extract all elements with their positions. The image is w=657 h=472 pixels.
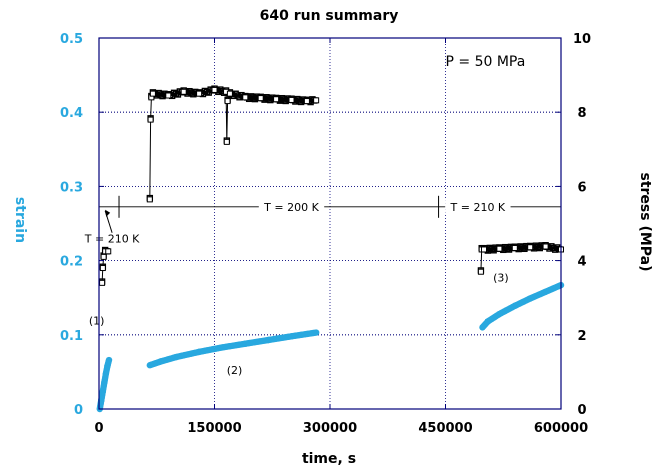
- plot-area: [96, 85, 565, 413]
- stress-point: [105, 248, 112, 255]
- stress-point: [226, 90, 233, 97]
- stress-point: [180, 88, 187, 95]
- stress-point: [149, 90, 156, 97]
- stress-line-stress-stage-2: [149, 89, 317, 200]
- stress-point: [99, 279, 106, 286]
- left-tick-label-1: 0.1: [60, 329, 83, 344]
- stress-point: [146, 196, 153, 203]
- stress-point: [99, 265, 106, 272]
- left-tick-label-3: 0.3: [60, 180, 83, 195]
- right-tick-label-4: 8: [577, 106, 586, 121]
- stress-point: [511, 244, 518, 251]
- stress-point: [313, 97, 320, 104]
- stress-point: [303, 98, 310, 105]
- stress-point: [196, 90, 203, 97]
- left-tick-label-0: 0: [74, 403, 83, 418]
- chart-title: 640 run summary: [260, 8, 399, 24]
- series-strain-stage-2: [146, 329, 320, 369]
- x-tick-label-1: 150000: [187, 421, 241, 436]
- arrow-head-icon: [105, 209, 111, 217]
- left-tick-label-4: 0.4: [60, 106, 83, 121]
- x-tick-label-0: 0: [94, 421, 103, 436]
- stress-point: [527, 244, 534, 251]
- grid-lines: [99, 38, 561, 409]
- left-tick-label-2: 0.2: [60, 255, 83, 270]
- annotation-3: T = 210 K: [450, 201, 506, 214]
- stress-point: [223, 138, 230, 145]
- annotation-bg-2: [258, 199, 325, 213]
- stress-point: [481, 246, 487, 253]
- annotation-4: (1): [89, 315, 105, 328]
- tick-labels: 0 150000 300000 450000 600000 0 0.1 0.2 0.3 0.4 0.…: [60, 32, 591, 436]
- right-axis-label: stress (MPa): [637, 172, 653, 271]
- series-stress-stage-3: [477, 242, 564, 275]
- strain-marker: [312, 329, 320, 336]
- x-axis-label: time, s: [302, 451, 356, 467]
- stress-point: [211, 86, 218, 93]
- stress-point: [257, 95, 264, 102]
- right-tick-label-3: 6: [577, 180, 586, 195]
- right-tick-label-0: 0: [577, 403, 586, 418]
- x-tick-label-2: 300000: [303, 421, 357, 436]
- stress-point: [242, 94, 249, 101]
- annotation-6: (3): [493, 271, 509, 284]
- stress-point: [224, 98, 231, 105]
- annotation-5: (2): [227, 364, 243, 377]
- series-stress-stage-1: [98, 246, 112, 286]
- annotation-0: P = 50 MPa: [446, 54, 526, 70]
- stress-point: [477, 268, 484, 275]
- left-tick-label-5: 0.5: [60, 32, 83, 47]
- strain-marker: [105, 356, 113, 364]
- right-tick-label-1: 2: [577, 329, 586, 344]
- stress-point: [165, 92, 172, 99]
- left-axis-label: strain: [12, 197, 28, 243]
- stress-point: [147, 116, 154, 123]
- stress-point: [100, 253, 107, 260]
- right-tick-label-2: 4: [577, 255, 586, 270]
- annotation-1: T = 210 K: [84, 232, 140, 245]
- annotation-2: T = 200 K: [263, 201, 319, 214]
- stress-point: [273, 96, 280, 103]
- x-tick-label-3: 450000: [418, 421, 472, 436]
- stress-point: [496, 245, 503, 252]
- stress-point: [288, 96, 295, 103]
- right-tick-label-5: 10: [573, 32, 591, 47]
- x-tick-label-4: 600000: [534, 421, 588, 436]
- plot-frame: [98, 37, 562, 410]
- series-stress-stage-2: [146, 85, 320, 203]
- stress-point: [542, 243, 549, 250]
- series-strain-stage-3: [479, 281, 565, 331]
- annotations: P = 50 MPa T = 210 K T = 200 K T = 210 K (1)…: [84, 54, 526, 377]
- annotation-bg-3: [445, 199, 511, 213]
